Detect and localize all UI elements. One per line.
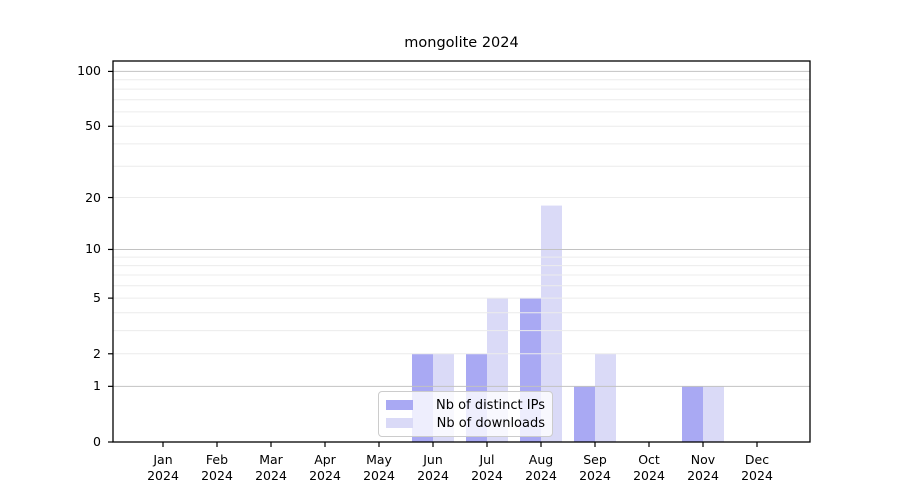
- bar-distinct-ips: [682, 386, 703, 442]
- x-tick-label: Feb 2024: [201, 452, 233, 483]
- y-tick-label: 2: [93, 345, 101, 361]
- bar-downloads: [595, 353, 616, 442]
- legend: Nb of distinct IPs Nb of downloads: [378, 391, 553, 437]
- y-tick-label: 10: [85, 241, 101, 257]
- plot-border: [112, 60, 811, 443]
- x-tick-label: Nov 2024: [687, 452, 719, 483]
- distinct-ips-swatch: [386, 400, 413, 410]
- bar-downloads: [703, 386, 724, 442]
- chart-title: mongolite 2024: [404, 35, 519, 51]
- bar-distinct-ips: [574, 386, 595, 442]
- x-tick-label: May 2024: [363, 452, 395, 483]
- legend-label-downloads: Nb of downloads: [436, 415, 545, 431]
- y-tick-label: 5: [93, 290, 101, 306]
- x-tick-label: Mar 2024: [255, 452, 287, 483]
- bar-downloads: [541, 205, 562, 442]
- downloads-swatch: [386, 418, 413, 428]
- x-tick-label: Aug 2024: [525, 452, 557, 483]
- y-tick-label: 1: [93, 378, 101, 394]
- x-tick-label: Oct 2024: [633, 452, 665, 483]
- x-tick-label: Jul 2024: [471, 452, 503, 483]
- legend-label-distinct-ips: Nb of distinct IPs: [436, 397, 545, 413]
- y-tick-label: 50: [85, 118, 101, 134]
- legend-item-downloads: Nb of downloads: [386, 415, 545, 431]
- x-tick-label: Sep 2024: [579, 452, 611, 483]
- y-tick-label: 0: [93, 434, 101, 449]
- x-tick-label: Dec 2024: [741, 452, 773, 483]
- x-tick-label: Apr 2024: [309, 452, 341, 483]
- legend-item-distinct-ips: Nb of distinct IPs: [386, 397, 545, 413]
- x-tick-label: Jan 2024: [147, 452, 179, 483]
- y-tick-label: 20: [85, 189, 101, 205]
- y-tick-label: 100: [77, 63, 101, 79]
- x-tick-label: Jun 2024: [417, 452, 449, 483]
